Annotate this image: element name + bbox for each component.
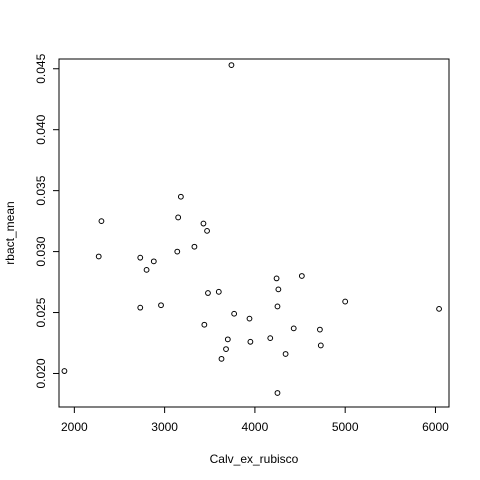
data-point xyxy=(342,298,349,305)
data-point xyxy=(298,273,305,279)
data-point xyxy=(61,368,68,374)
data-point xyxy=(150,258,157,265)
x-axis-label: Calv_ex_rubisco xyxy=(210,452,299,466)
data-point xyxy=(231,310,238,317)
x-tick-label: 3000 xyxy=(151,420,178,434)
data-point xyxy=(174,248,181,255)
data-point xyxy=(175,214,182,221)
data-point xyxy=(200,220,207,227)
data-point xyxy=(247,338,254,345)
data-point xyxy=(177,193,184,200)
data-point xyxy=(95,253,102,260)
data-point xyxy=(205,290,211,296)
x-axis: 2000 3000 4000 5000 6000 xyxy=(61,406,449,434)
data-point xyxy=(224,336,231,343)
data-point xyxy=(267,335,274,342)
data-point xyxy=(274,390,281,396)
data-point xyxy=(436,305,442,312)
data-point xyxy=(137,254,144,261)
data-points xyxy=(61,62,442,396)
data-point xyxy=(273,275,280,282)
y-axis: 0.020 0.025 0.030 0.035 0.040 0.045 xyxy=(34,53,60,388)
y-tick-label: 0.020 xyxy=(34,358,48,388)
data-point xyxy=(317,342,324,349)
x-tick-label: 2000 xyxy=(61,420,88,434)
x-tick-label: 5000 xyxy=(332,420,359,434)
y-axis-label: rbact_mean xyxy=(3,201,17,264)
y-tick-label: 0.040 xyxy=(34,114,48,144)
data-point xyxy=(158,302,164,309)
plot-frame xyxy=(58,58,450,408)
data-point xyxy=(282,351,289,357)
data-point xyxy=(215,288,222,295)
x-tick-label: 6000 xyxy=(422,420,449,434)
data-point xyxy=(191,243,198,250)
data-point xyxy=(290,325,297,332)
y-tick-label: 0.045 xyxy=(34,53,48,83)
y-tick-label: 0.025 xyxy=(34,297,48,327)
data-point xyxy=(98,218,105,225)
data-point xyxy=(246,315,253,322)
data-point xyxy=(275,286,282,293)
data-point xyxy=(218,355,225,362)
data-point xyxy=(204,227,210,234)
y-tick-label: 0.035 xyxy=(34,175,48,205)
x-tick-label: 4000 xyxy=(242,420,269,434)
data-point xyxy=(274,303,281,310)
data-point xyxy=(317,326,323,333)
data-point xyxy=(223,346,229,353)
data-point xyxy=(201,321,208,328)
data-point xyxy=(143,266,150,273)
y-tick-label: 0.030 xyxy=(34,236,48,266)
data-point xyxy=(228,62,235,68)
data-point xyxy=(137,304,144,311)
